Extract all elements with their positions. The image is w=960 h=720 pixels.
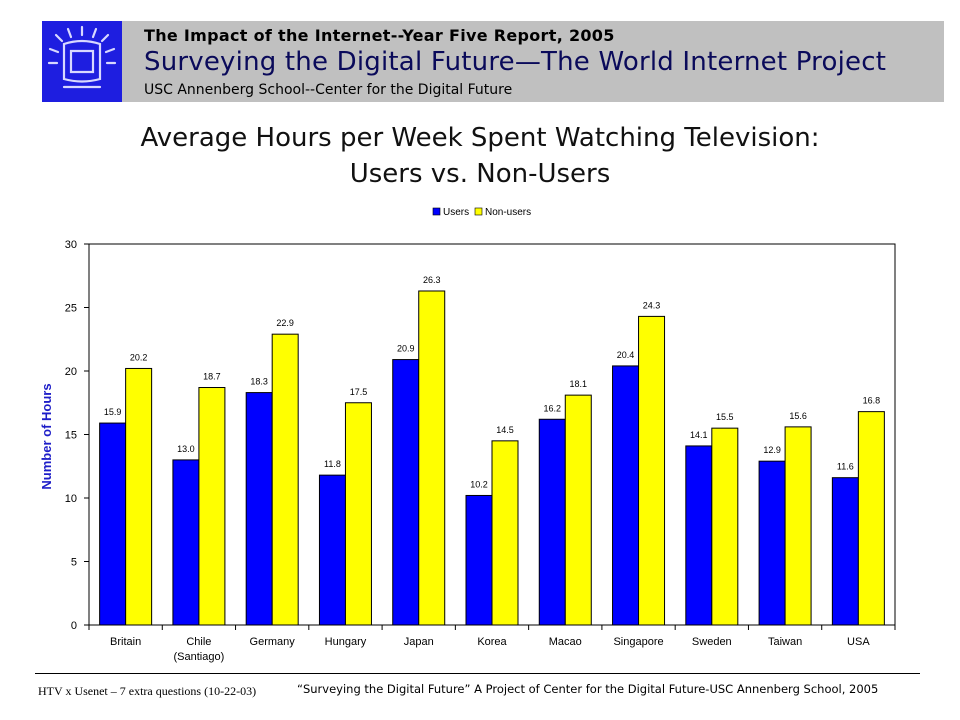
x-category-label: Chile	[186, 636, 211, 648]
y-tick-label: 15	[65, 430, 77, 442]
y-axis-title: Number of Hours	[39, 383, 54, 489]
data-label-users: 14.1	[690, 430, 708, 440]
main-title: Surveying the Digital Future—The World I…	[144, 47, 887, 77]
data-label-users: 11.8	[324, 459, 341, 469]
bar-non-users	[198, 387, 226, 626]
chart-title-line-1: Average Hours per Week Spent Watching Te…	[140, 123, 820, 153]
data-label-users: 15.9	[104, 407, 122, 417]
data-label-users: 10.2	[470, 479, 488, 489]
bar-users	[685, 445, 713, 626]
bar-chart: 0 5 10 15 20 25 30 Number of Hours 15.9 20.2 Brita…	[39, 207, 896, 663]
y-tick-label: 30	[65, 239, 77, 251]
x-category-label: Germany	[250, 636, 296, 648]
y-tick-label: 20	[65, 366, 77, 378]
y-tick-label: 0	[71, 620, 77, 632]
bar-users	[612, 365, 640, 626]
x-category-label: Korea	[477, 636, 507, 648]
bar-users	[172, 459, 200, 626]
y-tick-label: 10	[65, 493, 77, 505]
data-label-non-users: 15.5	[716, 412, 734, 422]
bar-non-users	[418, 290, 446, 626]
bar-non-users	[638, 315, 666, 626]
data-label-non-users: 18.7	[203, 372, 221, 382]
chart-title-line-2: Users vs. Non-Users	[349, 159, 611, 189]
y-tick-label: 25	[65, 303, 77, 315]
chart-title: Average Hours per Week Spent Watching Te…	[0, 120, 960, 192]
header-subtitle: USC Annenberg School--Center for the Dig…	[144, 82, 513, 98]
y-tick-label: 5	[71, 557, 77, 569]
bar-users	[758, 460, 786, 626]
bar-non-users	[344, 402, 372, 626]
x-category-label: Sweden	[692, 636, 732, 648]
bar-users	[318, 474, 346, 626]
bar-non-users	[711, 427, 739, 626]
data-label-users: 16.2	[544, 403, 562, 413]
x-category-label: USA	[847, 636, 870, 648]
data-label-users: 20.9	[397, 344, 415, 354]
x-category-label: Singapore	[613, 636, 663, 648]
data-label-non-users: 24.3	[643, 300, 661, 310]
screen-logo-icon	[42, 21, 122, 102]
footer-left-text: HTV x Usenet – 7 extra questions (10-22-…	[38, 684, 257, 698]
x-category-label: Macao	[549, 636, 582, 648]
bar-users	[831, 477, 859, 626]
x-category-label: Hungary	[325, 636, 367, 648]
x-category-label: (Santiago)	[174, 651, 225, 663]
data-label-non-users: 18.1	[570, 379, 588, 389]
bar-non-users	[271, 333, 299, 626]
report-title: The Impact of the Internet--Year Five Re…	[144, 26, 615, 45]
bar-users	[538, 418, 566, 626]
footer-divider	[35, 673, 920, 674]
data-label-non-users: 14.5	[496, 425, 514, 435]
bar-non-users	[564, 394, 592, 626]
legend-swatch-users	[432, 207, 441, 216]
bar-users	[465, 494, 493, 626]
legend-label-non-users: Non-users	[485, 207, 531, 218]
bar-non-users	[857, 411, 885, 626]
bar-non-users	[784, 426, 812, 626]
data-label-non-users: 15.6	[789, 411, 807, 421]
header-band	[42, 21, 944, 102]
bar-users	[392, 359, 420, 626]
data-label-users: 18.3	[250, 377, 268, 387]
bar-non-users	[491, 440, 519, 626]
data-label-users: 12.9	[763, 445, 781, 455]
data-label-non-users: 16.8	[863, 396, 881, 406]
bar-non-users	[125, 367, 153, 626]
x-category-label: Britain	[110, 636, 141, 648]
legend-swatch-non-users	[474, 207, 483, 216]
data-label-non-users: 22.9	[276, 318, 294, 328]
bar-users	[99, 422, 127, 626]
data-label-users: 11.6	[837, 462, 854, 472]
data-label-users: 20.4	[617, 350, 635, 360]
footer-right-text: “Surveying the Digital Future” A Project…	[297, 682, 879, 696]
data-label-non-users: 26.3	[423, 275, 441, 285]
bar-users	[245, 392, 273, 626]
x-category-label: Taiwan	[768, 636, 802, 648]
data-label-non-users: 20.2	[130, 352, 148, 362]
x-category-label: Japan	[404, 636, 434, 648]
legend-label-users: Users	[443, 207, 469, 218]
data-label-users: 13.0	[177, 444, 195, 454]
data-label-non-users: 17.5	[350, 387, 368, 397]
